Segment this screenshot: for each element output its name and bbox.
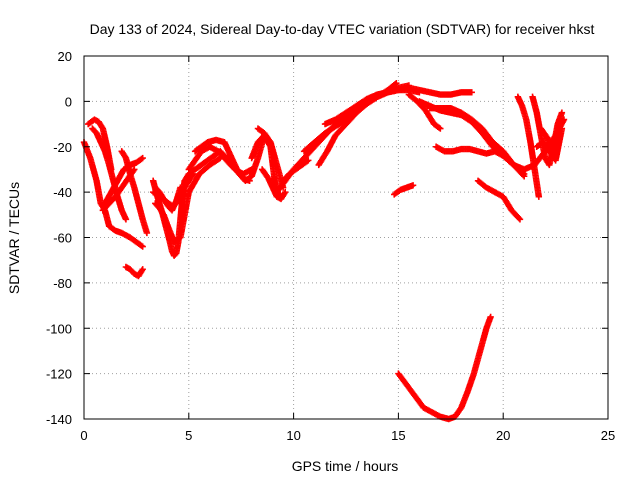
y-tick-label: -120 [46,367,72,382]
data-point [535,193,543,200]
x-axis-label: GPS time / hours [292,458,399,474]
data-point [215,155,223,163]
series-track [152,154,224,246]
series-track [426,104,528,180]
x-tick-label: 25 [601,428,615,443]
data-series [80,80,568,423]
data-point [139,266,146,273]
y-axis-label: SDTVAR / TECUs [6,182,22,294]
series-track [80,139,146,250]
series-track [321,84,475,128]
data-point [519,169,527,177]
data-point [515,215,523,222]
data-point [143,229,151,237]
axis-ticks: 0 5 10 15 20 25 -140 -120 -100 -80 -60 -40 -20 0 20 [46,49,615,443]
y-tick-label: -140 [46,412,72,427]
x-tick-label: 20 [496,428,510,443]
series-track [122,263,146,280]
y-tick-label: -100 [46,321,72,336]
series-track [474,177,524,223]
x-tick-label: 10 [286,428,300,443]
data-point [487,313,494,321]
data-point [138,155,145,163]
y-tick-label: -20 [53,140,72,155]
data-point [189,170,197,178]
y-tick-label: -60 [53,231,72,246]
data-point [139,243,146,250]
data-point [437,125,444,132]
data-point [393,80,400,87]
data-point [131,166,138,173]
x-tick-label: 0 [80,428,87,443]
data-point [122,216,130,223]
data-point [409,182,417,189]
data-point [303,158,311,165]
data-point [177,184,184,191]
data-point [468,89,475,96]
series-track [118,148,151,237]
y-tick-label: -40 [53,185,72,200]
data-point [556,116,563,123]
data-point [305,157,312,164]
data-point [435,124,443,131]
y-tick-label: -80 [53,276,72,291]
y-tick-label: 0 [65,94,72,109]
data-point [520,170,528,178]
series-track [217,132,268,184]
data-point [558,109,566,116]
series-track [273,86,423,196]
data-point [391,80,399,88]
x-tick-label: 5 [185,428,192,443]
data-point [282,188,289,196]
series-track [101,154,146,207]
data-point [516,216,524,223]
x-tick-label: 15 [391,428,405,443]
series-track [514,93,543,200]
series-track [152,184,184,214]
y-tick-label: 20 [58,49,72,64]
series-track [432,143,528,178]
series-track [405,91,444,132]
chart-title: Day 133 of 2024, Sidereal Day-to-day VTE… [90,21,595,37]
data-point [138,242,145,249]
series-track [391,182,417,198]
series-track [537,116,563,160]
series-track [395,313,494,423]
data-point [139,154,146,162]
